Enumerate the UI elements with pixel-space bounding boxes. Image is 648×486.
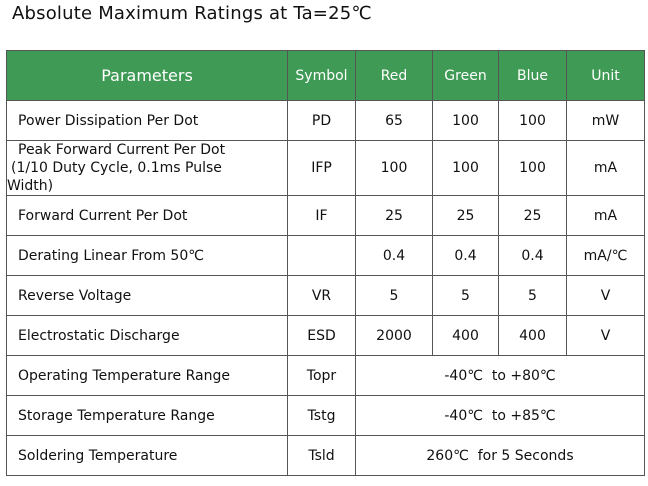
symbol-cell: PD xyxy=(287,100,356,141)
header-green: Green xyxy=(432,50,499,101)
header-parameters: Parameters xyxy=(6,50,288,101)
table-row: Power Dissipation Per Dot PD 65 100 100 … xyxy=(6,100,645,141)
unit-cell: V xyxy=(566,275,645,316)
symbol-cell: IF xyxy=(287,195,356,236)
green-value-cell: 5 xyxy=(432,275,499,316)
parameter-line: Width) xyxy=(7,178,54,194)
header-red: Red xyxy=(355,50,433,101)
header-blue: Blue xyxy=(498,50,567,101)
parameter-cell: Operating Temperature Range xyxy=(6,355,288,396)
blue-value-cell: 5 xyxy=(498,275,567,316)
parameter-line: Peak Forward Current Per Dot xyxy=(18,142,226,158)
symbol-cell: Tsld xyxy=(287,435,356,476)
unit-cell: mA xyxy=(566,140,645,196)
table-row: Operating Temperature Range Topr -40℃ to… xyxy=(6,355,645,396)
symbol-cell: VR xyxy=(287,275,356,316)
red-value-cell: 65 xyxy=(355,100,433,141)
table-row: Soldering Temperature Tsld 260℃ for 5 Se… xyxy=(6,435,645,476)
table-row: Forward Current Per Dot IF 25 25 25 mA xyxy=(6,195,645,236)
table-row: Electrostatic Discharge ESD 2000 400 400… xyxy=(6,315,645,356)
table-row: Reverse Voltage VR 5 5 5 V xyxy=(6,275,645,316)
parameter-cell: Peak Forward Current Per Dot (1/10 Duty … xyxy=(6,140,288,196)
header-symbol: Symbol xyxy=(287,50,356,101)
merged-value-cell: -40℃ to +80℃ xyxy=(355,355,645,396)
blue-value-cell: 25 xyxy=(498,195,567,236)
unit-cell: V xyxy=(566,315,645,356)
unit-cell: mW xyxy=(566,100,645,141)
ratings-table: Parameters Symbol Red Green Blue Unit Po… xyxy=(6,50,645,476)
green-value-cell: 100 xyxy=(432,100,499,141)
parameter-cell: Electrostatic Discharge xyxy=(6,315,288,356)
parameter-cell: Reverse Voltage xyxy=(6,275,288,316)
table-row: Peak Forward Current Per Dot (1/10 Duty … xyxy=(6,140,645,196)
red-value-cell: 0.4 xyxy=(355,235,433,276)
green-value-cell: 25 xyxy=(432,195,499,236)
table-row: Derating Linear From 50℃ 0.4 0.4 0.4 mA/… xyxy=(6,235,645,276)
table-header-row: Parameters Symbol Red Green Blue Unit xyxy=(6,50,645,101)
parameter-cell: Power Dissipation Per Dot xyxy=(6,100,288,141)
symbol-cell: ESD xyxy=(287,315,356,356)
parameter-cell: Storage Temperature Range xyxy=(6,395,288,436)
green-value-cell: 400 xyxy=(432,315,499,356)
parameter-cell: Forward Current Per Dot xyxy=(6,195,288,236)
blue-value-cell: 400 xyxy=(498,315,567,356)
unit-cell: mA/℃ xyxy=(566,235,645,276)
symbol-cell: Topr xyxy=(287,355,356,396)
symbol-cell: Tstg xyxy=(287,395,356,436)
blue-value-cell: 100 xyxy=(498,140,567,196)
red-value-cell: 2000 xyxy=(355,315,433,356)
parameter-line: (1/10 Duty Cycle, 0.1ms Pulse xyxy=(11,160,222,176)
red-value-cell: 25 xyxy=(355,195,433,236)
symbol-cell xyxy=(287,235,356,276)
merged-value-cell: -40℃ to +85℃ xyxy=(355,395,645,436)
parameter-cell: Derating Linear From 50℃ xyxy=(6,235,288,276)
header-unit: Unit xyxy=(566,50,645,101)
green-value-cell: 0.4 xyxy=(432,235,499,276)
table-row: Storage Temperature Range Tstg -40℃ to +… xyxy=(6,395,645,436)
merged-value-cell: 260℃ for 5 Seconds xyxy=(355,435,645,476)
blue-value-cell: 100 xyxy=(498,100,567,141)
parameter-cell: Soldering Temperature xyxy=(6,435,288,476)
page-title: Absolute Maximum Ratings at Ta=25℃ xyxy=(12,3,372,24)
symbol-cell: IFP xyxy=(287,140,356,196)
blue-value-cell: 0.4 xyxy=(498,235,567,276)
unit-cell: mA xyxy=(566,195,645,236)
red-value-cell: 5 xyxy=(355,275,433,316)
red-value-cell: 100 xyxy=(355,140,433,196)
green-value-cell: 100 xyxy=(432,140,499,196)
